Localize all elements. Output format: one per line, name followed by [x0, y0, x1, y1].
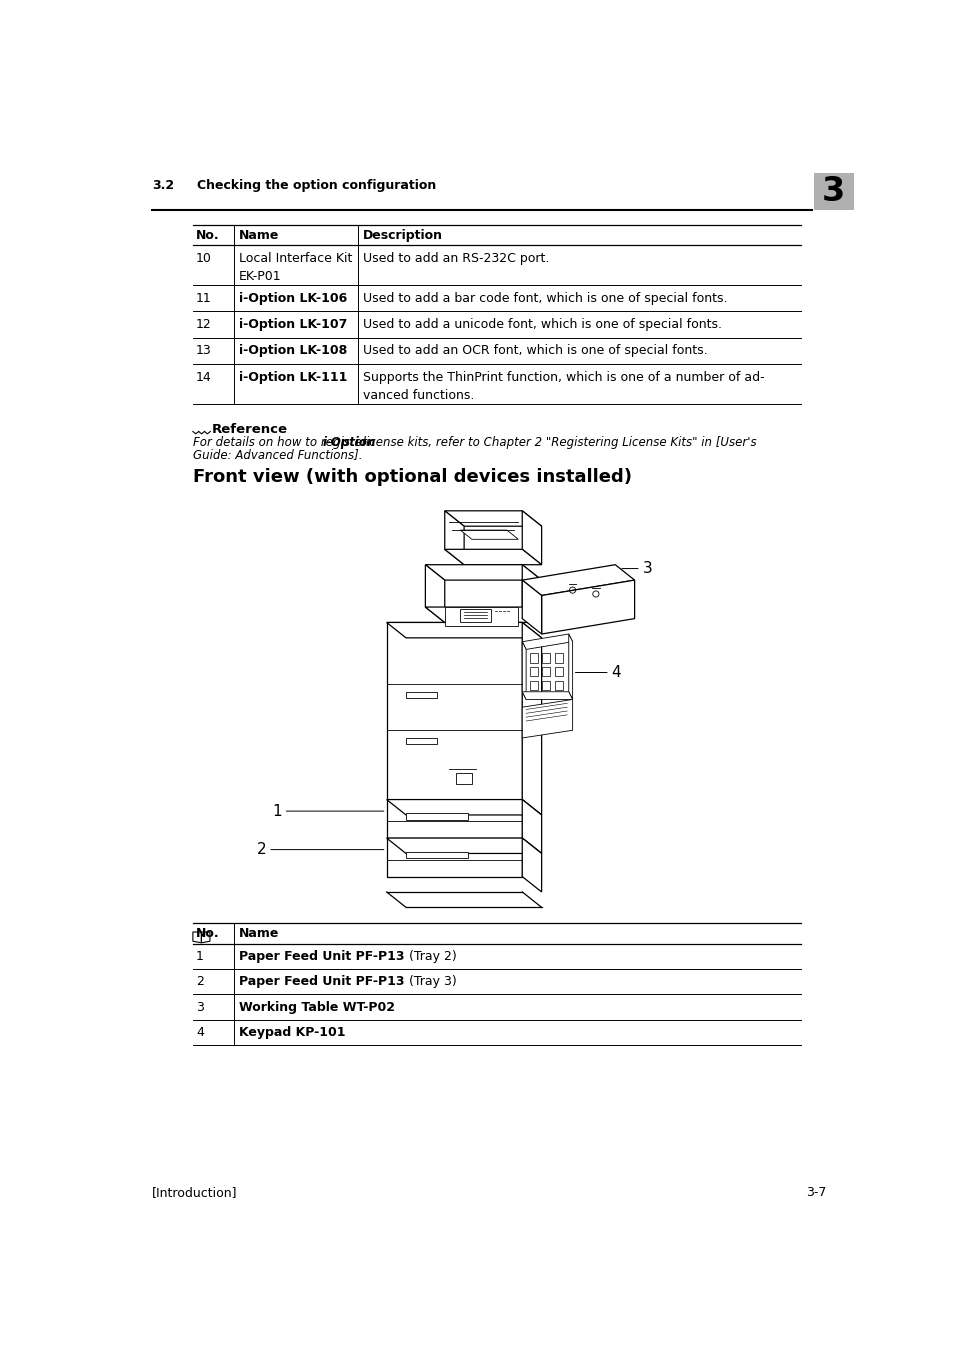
Text: Used to add a bar code font, which is one of special fonts.: Used to add a bar code font, which is on…: [362, 292, 726, 305]
Polygon shape: [530, 653, 537, 663]
Polygon shape: [444, 510, 541, 526]
Text: (Tray 2): (Tray 2): [404, 949, 456, 963]
Text: 3: 3: [641, 562, 652, 576]
Polygon shape: [386, 622, 521, 799]
Text: (Tray 3): (Tray 3): [404, 975, 456, 988]
Text: i-Option LK-107: i-Option LK-107: [238, 319, 347, 331]
Polygon shape: [555, 653, 562, 663]
Text: 3-7: 3-7: [805, 1187, 825, 1199]
Text: 2: 2: [195, 975, 204, 988]
Text: Keypad KP-101: Keypad KP-101: [238, 1026, 345, 1040]
Polygon shape: [459, 531, 517, 539]
Text: No.: No.: [195, 926, 219, 940]
Text: Name: Name: [238, 926, 278, 940]
Text: For details on how to register: For details on how to register: [193, 436, 370, 450]
Text: 3: 3: [821, 174, 844, 208]
Text: [Introduction]: [Introduction]: [152, 1187, 237, 1199]
Polygon shape: [521, 641, 525, 699]
Polygon shape: [406, 852, 468, 859]
Polygon shape: [542, 667, 550, 676]
Polygon shape: [555, 667, 562, 676]
Text: i-Option LK-111: i-Option LK-111: [238, 371, 347, 383]
Text: Paper Feed Unit PF-P13: Paper Feed Unit PF-P13: [238, 975, 404, 988]
Polygon shape: [386, 799, 541, 815]
Text: No.: No.: [195, 230, 219, 242]
Text: Paper Feed Unit PF-P13: Paper Feed Unit PF-P13: [238, 949, 404, 963]
Polygon shape: [386, 799, 521, 838]
Text: 2: 2: [256, 842, 266, 857]
Text: 12: 12: [195, 319, 212, 331]
Polygon shape: [406, 691, 436, 698]
Text: i-Option: i-Option: [323, 436, 376, 450]
Text: license kits, refer to Chapter 2 "Registering License Kits" in [User's: license kits, refer to Chapter 2 "Regist…: [359, 436, 757, 450]
Text: 1: 1: [195, 949, 204, 963]
Polygon shape: [521, 510, 541, 564]
Polygon shape: [425, 564, 541, 580]
Polygon shape: [521, 699, 572, 738]
Polygon shape: [521, 634, 572, 649]
Polygon shape: [425, 608, 541, 622]
Text: Name: Name: [238, 230, 278, 242]
Text: 1: 1: [273, 803, 282, 818]
Text: 4: 4: [611, 666, 620, 680]
Text: 10: 10: [195, 252, 212, 265]
Polygon shape: [530, 680, 537, 690]
Polygon shape: [459, 609, 491, 622]
Polygon shape: [541, 580, 634, 634]
Text: 4: 4: [195, 1026, 204, 1040]
Polygon shape: [542, 653, 550, 663]
Text: Used to add an RS-232C port.: Used to add an RS-232C port.: [362, 252, 548, 265]
Polygon shape: [521, 622, 541, 815]
Text: Front view (with optional devices installed): Front view (with optional devices instal…: [193, 468, 631, 486]
Text: Guide: Advanced Functions].: Guide: Advanced Functions].: [193, 448, 362, 460]
Polygon shape: [406, 814, 468, 819]
Polygon shape: [521, 564, 634, 595]
Polygon shape: [521, 691, 572, 699]
Text: Supports the ThinPrint function, which is one of a number of ad-
vanced function: Supports the ThinPrint function, which i…: [362, 371, 763, 402]
Polygon shape: [386, 838, 541, 853]
Text: Description: Description: [362, 230, 442, 242]
Bar: [813, 173, 853, 209]
Polygon shape: [444, 608, 517, 626]
Text: 3: 3: [195, 1000, 204, 1014]
Polygon shape: [530, 667, 537, 676]
Text: Working Table WT-P02: Working Table WT-P02: [238, 1000, 395, 1014]
Polygon shape: [568, 634, 572, 699]
Polygon shape: [555, 680, 562, 690]
Polygon shape: [444, 510, 464, 564]
Text: 11: 11: [195, 292, 212, 305]
Text: 3.2: 3.2: [152, 178, 173, 192]
Polygon shape: [386, 622, 541, 637]
Polygon shape: [425, 564, 444, 622]
Text: 13: 13: [195, 344, 212, 358]
Text: Used to add an OCR font, which is one of special fonts.: Used to add an OCR font, which is one of…: [362, 344, 706, 358]
Polygon shape: [456, 772, 472, 784]
Polygon shape: [521, 564, 541, 622]
Text: Local Interface Kit
EK-P01: Local Interface Kit EK-P01: [238, 252, 352, 284]
Polygon shape: [406, 738, 436, 744]
Text: Checking the option configuration: Checking the option configuration: [196, 178, 436, 192]
Polygon shape: [521, 580, 541, 634]
Polygon shape: [521, 838, 541, 892]
Polygon shape: [444, 549, 541, 564]
Text: i-Option LK-106: i-Option LK-106: [238, 292, 347, 305]
Polygon shape: [542, 680, 550, 690]
Text: Reference: Reference: [212, 423, 288, 436]
Text: Used to add a unicode font, which is one of special fonts.: Used to add a unicode font, which is one…: [362, 319, 720, 331]
Polygon shape: [386, 838, 521, 876]
Text: i-Option LK-108: i-Option LK-108: [238, 344, 347, 358]
Polygon shape: [521, 799, 541, 853]
Text: 14: 14: [195, 371, 212, 383]
